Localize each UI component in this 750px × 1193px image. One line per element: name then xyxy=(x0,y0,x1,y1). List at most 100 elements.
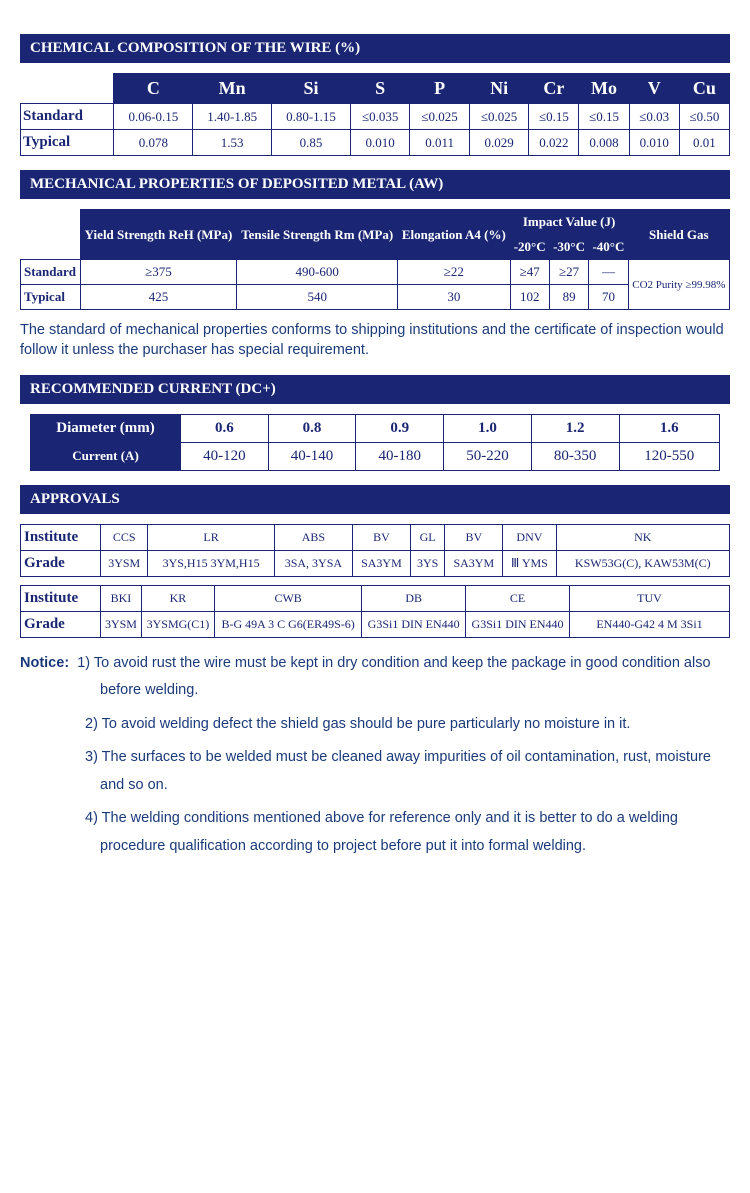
cell: 1.53 xyxy=(193,130,272,156)
current-header: RECOMMENDED CURRENT (DC+) xyxy=(20,375,730,404)
cell: ≤0.15 xyxy=(579,104,629,130)
col-elong: Elongation A4 (%) xyxy=(398,210,510,260)
cell: 102 xyxy=(510,285,549,310)
table-row: Current (A) 40-120 40-140 40-180 50-220 … xyxy=(31,442,720,470)
table-row: Institute BKI KR CWB DB CE TUV xyxy=(21,585,730,611)
cell: 89 xyxy=(549,285,588,310)
notice-item: 1) To avoid rust the wire must be kept i… xyxy=(77,655,710,699)
cell: ≤0.15 xyxy=(529,104,579,130)
cell: BV xyxy=(445,524,503,550)
col-shield: Shield Gas xyxy=(628,210,729,260)
col-cu: Cu xyxy=(679,74,729,104)
cell: 40-180 xyxy=(356,442,444,470)
cell: 120-550 xyxy=(619,442,719,470)
notice-item: 4) The welding conditions mentioned abov… xyxy=(20,805,730,860)
cell: 425 xyxy=(80,285,237,310)
row-current: Current (A) xyxy=(31,442,181,470)
col-si: Si xyxy=(272,74,351,104)
table-row: Diameter (mm) 0.6 0.8 0.9 1.0 1.2 1.6 xyxy=(31,414,720,442)
row-diameter: Diameter (mm) xyxy=(31,414,181,442)
cell: 0.8 xyxy=(268,414,356,442)
cell: KR xyxy=(141,585,214,611)
cell: G3Si1 DIN EN440 xyxy=(362,611,466,637)
approvals-table-1: Institute CCS LR ABS BV GL BV DNV NK Gra… xyxy=(20,524,730,577)
col-v: V xyxy=(629,74,679,104)
cell: G3Si1 DIN EN440 xyxy=(466,611,570,637)
col-p: P xyxy=(410,74,469,104)
cell: GL xyxy=(410,524,444,550)
cell: ≤0.035 xyxy=(350,104,409,130)
cell: ABS xyxy=(274,524,352,550)
cell: 0.010 xyxy=(350,130,409,156)
table-row: C Mn Si S P Ni Cr Mo V Cu xyxy=(21,74,730,104)
cell: 0.078 xyxy=(114,130,193,156)
cell: 3YSMG(C1) xyxy=(141,611,214,637)
row-institute: Institute xyxy=(21,524,101,550)
cell: CE xyxy=(466,585,570,611)
col-temp20: -20°C xyxy=(510,235,549,260)
row-grade: Grade xyxy=(21,550,101,576)
notice-item: 2) To avoid welding defect the shield ga… xyxy=(20,711,730,739)
cell: 0.6 xyxy=(181,414,269,442)
table-row: Yield Strength ReH (MPa) Tensile Strengt… xyxy=(21,210,730,235)
row-standard: Standard xyxy=(21,104,114,130)
table-row: Typical 0.078 1.53 0.85 0.010 0.011 0.02… xyxy=(21,130,730,156)
cell: 40-140 xyxy=(268,442,356,470)
col-yield: Yield Strength ReH (MPa) xyxy=(80,210,237,260)
cell: TUV xyxy=(570,585,730,611)
cell: DNV xyxy=(503,524,556,550)
cell: 0.85 xyxy=(272,130,351,156)
cell: 0.06-0.15 xyxy=(114,104,193,130)
col-tensile: Tensile Strength Rm (MPa) xyxy=(237,210,398,260)
notice-label: Notice: xyxy=(20,655,69,671)
col-s: S xyxy=(350,74,409,104)
cell: 3SA, 3YSA xyxy=(274,550,352,576)
cell: 0.010 xyxy=(629,130,679,156)
cell: 30 xyxy=(398,285,510,310)
cell: 70 xyxy=(589,285,628,310)
cell: 3YSM xyxy=(101,550,148,576)
cell: KSW53G(C), KAW53M(C) xyxy=(556,550,729,576)
cell: 3YS xyxy=(410,550,444,576)
cell: ≥375 xyxy=(80,260,237,285)
cell: 1.2 xyxy=(531,414,619,442)
table-row: Grade 3YSM 3YS,H15 3YM,H15 3SA, 3YSA SA3… xyxy=(21,550,730,576)
approvals-table-2: Institute BKI KR CWB DB CE TUV Grade 3YS… xyxy=(20,585,730,638)
mechanical-header: MECHANICAL PROPERTIES OF DEPOSITED METAL… xyxy=(20,170,730,199)
mechanical-note: The standard of mechanical properties co… xyxy=(20,320,730,361)
cell: 490-600 xyxy=(237,260,398,285)
notice-item: 3) The surfaces to be welded must be cle… xyxy=(20,744,730,799)
chemical-header: CHEMICAL COMPOSITION OF THE WIRE (%) xyxy=(20,34,730,63)
cell: SA3YM xyxy=(352,550,410,576)
row-typical: Typical xyxy=(21,130,114,156)
cell: 540 xyxy=(237,285,398,310)
notice-block: Notice: 1) To avoid rust the wire must b… xyxy=(20,650,730,861)
table-row: Grade 3YSM 3YSMG(C1) B-G 49A 3 C G6(ER49… xyxy=(21,611,730,637)
row-institute: Institute xyxy=(21,585,101,611)
row-standard: Standard xyxy=(21,260,81,285)
cell: CCS xyxy=(101,524,148,550)
chemical-table: C Mn Si S P Ni Cr Mo V Cu Standard 0.06-… xyxy=(20,73,730,156)
cell: SA3YM xyxy=(445,550,503,576)
cell: ≤0.025 xyxy=(410,104,469,130)
cell: ≤0.03 xyxy=(629,104,679,130)
cell: 1.40-1.85 xyxy=(193,104,272,130)
cell: BV xyxy=(352,524,410,550)
cell: B-G 49A 3 C G6(ER49S-6) xyxy=(215,611,362,637)
cell: 0.9 xyxy=(356,414,444,442)
approvals-header: APPROVALS xyxy=(20,485,730,514)
cell: Ⅲ YMS xyxy=(503,550,556,576)
mechanical-table: Yield Strength ReH (MPa) Tensile Strengt… xyxy=(20,209,730,310)
cell: 0.01 xyxy=(679,130,729,156)
cell: 0.022 xyxy=(529,130,579,156)
cell: CWB xyxy=(215,585,362,611)
cell: 3YS,H15 3YM,H15 xyxy=(148,550,274,576)
col-ni: Ni xyxy=(469,74,528,104)
current-table: Diameter (mm) 0.6 0.8 0.9 1.0 1.2 1.6 Cu… xyxy=(30,414,720,471)
cell: NK xyxy=(556,524,729,550)
row-typical: Typical xyxy=(21,285,81,310)
cell: BKI xyxy=(101,585,142,611)
cell: EN440-G42 4 M 3Si1 xyxy=(570,611,730,637)
cell: LR xyxy=(148,524,274,550)
cell: 1.0 xyxy=(444,414,532,442)
